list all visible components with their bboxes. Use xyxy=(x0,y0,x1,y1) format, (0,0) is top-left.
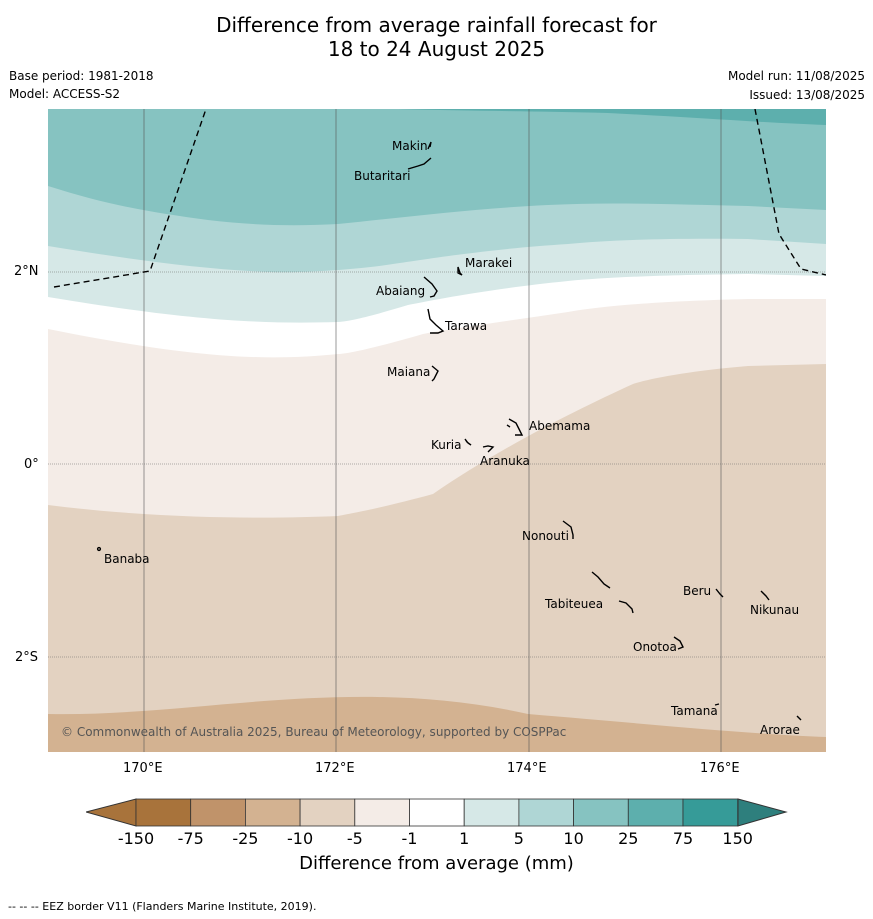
graticule xyxy=(143,109,722,752)
label-nonouti: Nonouti xyxy=(522,529,569,543)
label-onotoa: Onotoa xyxy=(633,640,677,654)
colorbar-segment xyxy=(518,798,574,827)
x-tick-176e: 176°E xyxy=(700,761,740,776)
colorbar-segment xyxy=(135,798,192,827)
colorbar-segment xyxy=(299,798,356,827)
y-tick-2s: 2°S xyxy=(15,650,39,665)
eez-border-east xyxy=(754,109,826,276)
label-tarawa: Tarawa xyxy=(445,319,488,333)
colorbar-segment xyxy=(463,798,520,827)
colorbar-tick-label: -10 xyxy=(287,829,314,848)
map-title-line1: Difference from average rainfall forecas… xyxy=(216,13,657,37)
colorbar-segment xyxy=(190,798,246,827)
label-maiana: Maiana xyxy=(387,365,431,379)
label-butaritari: Butaritari xyxy=(354,169,411,183)
label-makin: Makin xyxy=(392,139,428,153)
colorbar-segment xyxy=(627,798,684,827)
x-tick-172e: 172°E xyxy=(315,761,355,776)
colorbar-tick-label: 150 xyxy=(722,829,753,848)
colorbar-tick-label: -150 xyxy=(117,829,155,848)
label-nikunau: Nikunau xyxy=(750,603,800,617)
colorbar-tick-label: -75 xyxy=(177,829,204,848)
colorbar-segment xyxy=(354,798,410,827)
label-beru: Beru xyxy=(683,584,712,598)
colorbar-segment xyxy=(409,798,465,827)
label-arorae: Arorae xyxy=(760,723,800,737)
map-title-line2: 18 to 24 August 2025 xyxy=(327,37,546,61)
issued-date: Issued: 13/08/2025 xyxy=(749,88,865,102)
band-neg75-neg25 xyxy=(48,696,826,752)
colorbar-title: Difference from average (mm) xyxy=(299,853,574,874)
colorbar-tick-label: 25 xyxy=(618,829,639,848)
copyright-notice: © Commonwealth of Australia 2025, Bureau… xyxy=(61,725,567,739)
colorbar-tick-label: 10 xyxy=(563,829,584,848)
eez-border-west xyxy=(53,109,207,288)
islands xyxy=(96,141,802,721)
label-marakei: Marakei xyxy=(465,256,513,270)
label-banaba: Banaba xyxy=(104,552,150,566)
colorbar-segment xyxy=(573,798,629,827)
y-tick-0: 0° xyxy=(24,457,39,472)
colorbar-tick-label: -5 xyxy=(346,829,363,848)
label-abaiang: Abaiang xyxy=(376,284,426,298)
y-tick-2n: 2°N xyxy=(14,264,39,279)
base-period: Base period: 1981-2018 xyxy=(9,69,154,83)
label-aranuka: Aranuka xyxy=(480,454,530,468)
eez-footnote: -- -- -- EEZ border V11 (Flanders Marine… xyxy=(8,900,317,913)
label-abemama: Abemama xyxy=(529,419,591,433)
band-pos25-pos75 xyxy=(398,109,826,125)
band-pos10-pos25 xyxy=(48,109,826,226)
colorbar-tick-label: 1 xyxy=(459,829,470,848)
colorbar-tick-label: -1 xyxy=(401,829,418,848)
colorbar-tick-label: 5 xyxy=(513,829,524,848)
x-tick-170e: 170°E xyxy=(123,761,163,776)
colorbar-segment xyxy=(244,798,301,827)
model-name: Model: ACCESS-S2 xyxy=(9,87,121,101)
label-tamana: Tamana xyxy=(671,704,718,718)
label-kuria: Kuria xyxy=(431,438,462,452)
x-tick-174e: 174°E xyxy=(507,761,547,776)
colorbar-tick-label: 75 xyxy=(672,829,694,848)
label-tabiteuea: Tabiteuea xyxy=(545,597,604,611)
model-run: Model run: 11/08/2025 xyxy=(727,69,865,83)
colorbar-tick-label: -25 xyxy=(232,829,259,848)
graticule-lat xyxy=(48,271,826,658)
colorbar xyxy=(86,798,788,827)
colorbar-segment xyxy=(682,798,739,827)
rainfall-map: Makin Butaritari Marakei Abaiang Tarawa … xyxy=(48,109,826,752)
